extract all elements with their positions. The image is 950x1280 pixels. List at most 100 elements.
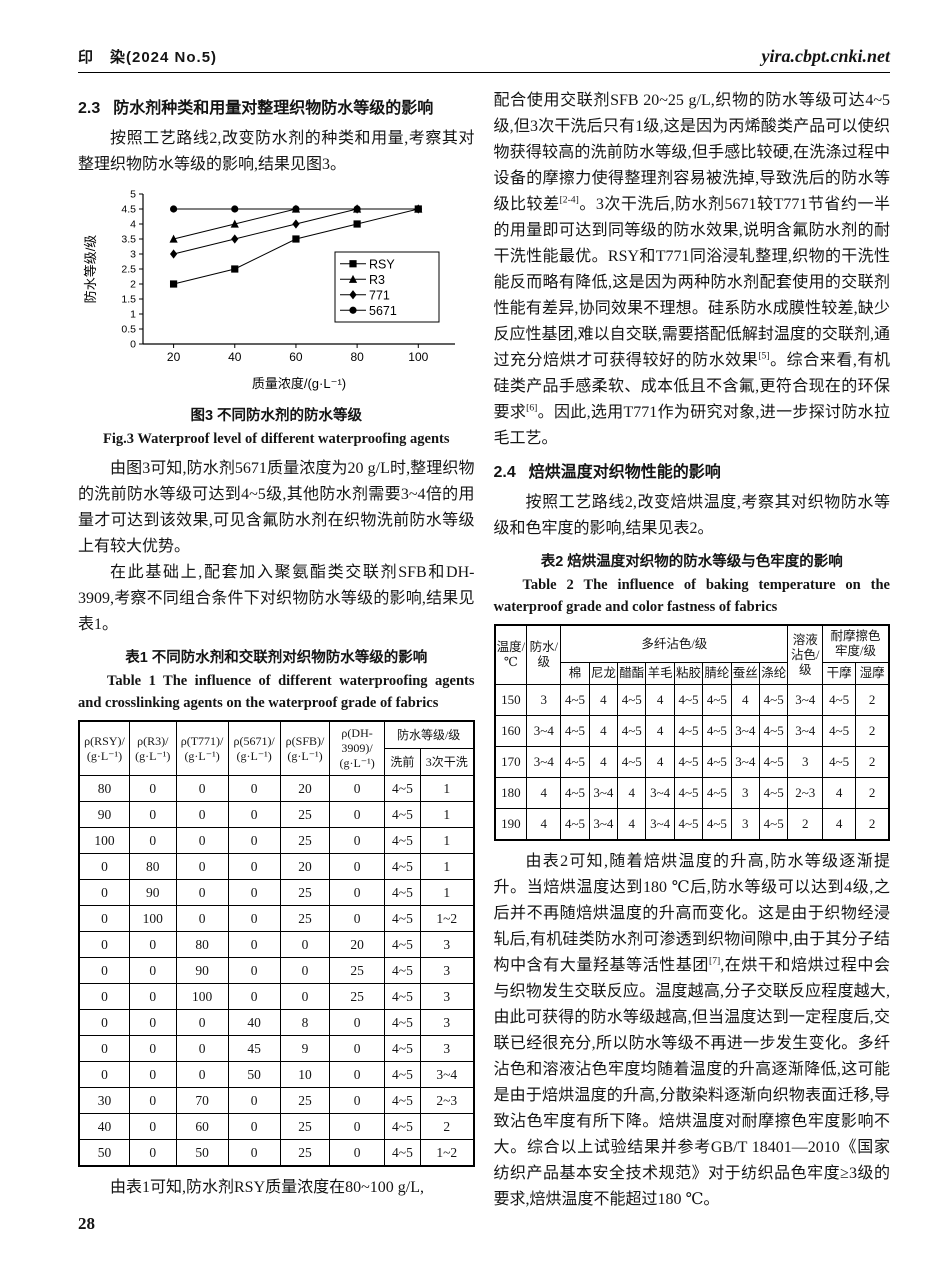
- table-cell: 0: [329, 853, 385, 880]
- svg-text:2: 2: [130, 279, 136, 291]
- page-number: 28: [78, 1214, 95, 1233]
- table-cell: 25: [279, 1139, 331, 1167]
- left-column: 2.3 防水剂种类和用量对整理织物防水等级的影响 按照工艺路线2,改变防水剂的种类…: [78, 88, 475, 1213]
- svg-text:1.5: 1.5: [122, 294, 137, 306]
- table-cell: 10: [279, 1061, 331, 1088]
- table-row: 40 0 60 0 25 0 4~5 2: [78, 1113, 474, 1140]
- table-2: 温度/ ℃ 防水/ 级 多纤沾色/级 溶液 沾色/ 级 耐摩擦色 牢度/级 棉 …: [493, 624, 890, 841]
- table-1-body: 80 0 0 0 20 0 4~5 1 90 0 0 0 25 0 4~5 1 100 0 0 0 25 0 4~5 1 0 80…: [78, 775, 474, 1167]
- table-cell: 3: [730, 808, 761, 841]
- table-cell: 4~5: [383, 1061, 422, 1088]
- table-cell: 4: [588, 715, 619, 747]
- table-1: ρ(RSY)/ (g·L⁻¹) ρ(R3)/ (g·L⁻¹) ρ(T771)/ …: [78, 720, 475, 1167]
- svg-text:RSY: RSY: [369, 257, 395, 271]
- table-cell: 4~5: [702, 684, 732, 716]
- table-cell: 2: [787, 808, 824, 841]
- table-cell: 1~2: [420, 905, 474, 932]
- table-cell: 0: [175, 853, 229, 880]
- table-cell: 0: [175, 905, 229, 932]
- table-cell: 0: [78, 905, 130, 932]
- table-cell: 0: [128, 983, 177, 1010]
- th-nylon: 尼龙: [588, 662, 619, 685]
- table-cell: 4~5: [822, 715, 857, 747]
- table-row: 0 90 0 0 25 0 4~5 1: [78, 879, 474, 906]
- table-cell: 0: [128, 775, 177, 802]
- svg-text:20: 20: [167, 350, 181, 364]
- table-cell: 4~5: [673, 808, 704, 841]
- table-caption-en: Table 1 The influence of different water…: [78, 673, 475, 711]
- table-cell: 4~5: [383, 1035, 422, 1062]
- table-cell: 4~5: [383, 1113, 422, 1140]
- page-header: 印 染(2024 No.5) yira.cbpt.cnki.net: [78, 46, 890, 67]
- table-cell: 0: [329, 1035, 385, 1062]
- table-cell: 80: [78, 775, 130, 802]
- table-row: 30 0 70 0 25 0 4~5 2~3: [78, 1087, 474, 1114]
- table-cell: 25: [279, 801, 331, 828]
- table-cell: 0: [279, 983, 331, 1010]
- table-cell: 0: [78, 1009, 130, 1036]
- table-cell: 8: [279, 1009, 331, 1036]
- table-cell: 4~5: [383, 1009, 422, 1036]
- table-cell: 3: [420, 931, 474, 958]
- table-cell: 4: [588, 684, 619, 716]
- th-dh3909: ρ(DH- 3909)/ (g·L⁻¹): [329, 720, 385, 776]
- table-cell: 150: [493, 684, 528, 716]
- table-caption-zh: 表2 焙烘温度对织物的防水等级与色牢度的影响: [540, 554, 843, 570]
- table-cell: 4~5: [383, 957, 422, 984]
- table-cell: 3~4: [787, 715, 824, 747]
- table-header-row: ρ(RSY)/ (g·L⁻¹) ρ(R3)/ (g·L⁻¹) ρ(T771)/ …: [78, 720, 475, 776]
- th-acetate: 醋酯: [617, 662, 647, 685]
- table-cell: 4~5: [560, 777, 590, 809]
- table-row: 80 0 0 0 20 0 4~5 1: [78, 775, 474, 802]
- th-t771: ρ(T771)/ (g·L⁻¹): [175, 720, 229, 776]
- th-temperature: 温度/ ℃: [493, 624, 528, 685]
- table-cell: 0: [128, 1139, 177, 1167]
- table-row: 150 3 4~5 4 4~5 4 4~5 4~5 4 4~5 3~4 4~5 2: [493, 684, 890, 716]
- table-cell: 4~5: [673, 715, 704, 747]
- journal-site-url: yira.cbpt.cnki.net: [761, 46, 891, 66]
- svg-text:4: 4: [130, 219, 136, 231]
- table-cell: 0: [279, 957, 331, 984]
- table-cell: 4: [617, 808, 647, 841]
- table-cell: 0: [329, 1061, 385, 1088]
- table-cell: 4~5: [702, 715, 732, 747]
- paragraph: 按照工艺路线2,改变防水剂的种类和用量,考察其对整理织物防水等级的影响,结果见图…: [78, 130, 475, 173]
- table-cell: 100: [78, 827, 130, 854]
- table-cell: 4~5: [822, 684, 857, 716]
- section-title: 焙烘温度对织物性能的影响: [528, 464, 721, 481]
- table-cell: 0: [78, 1061, 130, 1088]
- table-row: 0 0 90 0 0 25 4~5 3: [78, 957, 474, 984]
- table-cell: 1: [420, 801, 474, 828]
- table-row: 0 0 100 0 0 25 4~5 3: [78, 983, 474, 1010]
- table-cell: 40: [227, 1009, 281, 1036]
- table-cell: 4: [645, 684, 675, 716]
- table-cell: 0: [329, 1087, 385, 1114]
- table-row: 50 0 50 0 25 0 4~5 1~2: [78, 1139, 474, 1167]
- table-cell: 0: [329, 827, 385, 854]
- table-cell: 90: [128, 879, 177, 906]
- table-header-row: 棉 尼龙 醋酯 羊毛 粘胶 腈纶 蚕丝 涤纶 干摩 湿摩: [495, 662, 890, 685]
- th-silk: 蚕丝: [730, 662, 761, 685]
- figure-3: 0 0.5 1 1.5 2 2.5 3 3.5 4 4.5 5 20 40 60 80 100 防水等级/级 质量…: [78, 184, 475, 450]
- svg-text:2.5: 2.5: [122, 264, 137, 276]
- table-cell: 0: [279, 931, 331, 958]
- table-cell: 50: [227, 1061, 281, 1088]
- table-cell: 2: [855, 777, 890, 809]
- section-heading-2-4: 2.4 焙烘温度对织物性能的影响: [494, 461, 891, 485]
- text-run: 由表2可知,随着焙烘温度的升高,防水等级逐渐提升。当焙烘温度达到180 ℃后,防…: [493, 853, 891, 974]
- table-cell: 0: [78, 931, 130, 958]
- table-cell: 2: [420, 1113, 474, 1140]
- table-cell: 3~4: [588, 808, 619, 841]
- table-cell: 25: [329, 957, 385, 984]
- table-cell: 4~5: [758, 684, 789, 716]
- table-cell: 4: [645, 746, 675, 778]
- svg-text:771: 771: [369, 288, 390, 302]
- table-cell: 80: [128, 853, 177, 880]
- table-cell: 4: [822, 808, 857, 841]
- table-cell: 20: [279, 853, 331, 880]
- table-cell: 0: [128, 1009, 177, 1036]
- table-cell: 0: [128, 1061, 177, 1088]
- table-cell: 4~5: [383, 931, 422, 958]
- table-cell: 4~5: [383, 1139, 422, 1167]
- text-run: ,在烘干和焙烘过程中会与织物发生交联反应。温度越高,分子交联反应程度越大,由此可…: [493, 957, 891, 1208]
